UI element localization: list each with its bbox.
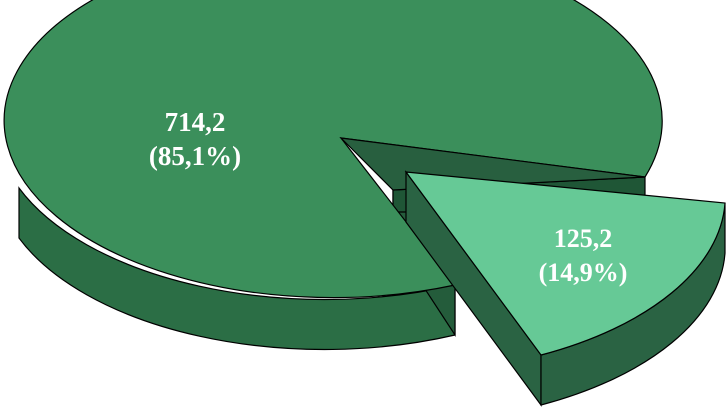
slice-large-top: [3, 0, 663, 299]
slice-large-value-label: 714,2: [165, 107, 226, 137]
slice-large-percent-label: (85,1%): [149, 141, 241, 171]
slice-small-top: [404, 171, 726, 356]
data-labels: 714,2 (85,1%) 125,2 (14,9%): [149, 107, 628, 287]
slice-small-value-label: 125,2: [554, 224, 613, 253]
pie-slice-small: [404, 170, 726, 407]
slice-small-percent-label: (14,9%): [539, 258, 628, 287]
